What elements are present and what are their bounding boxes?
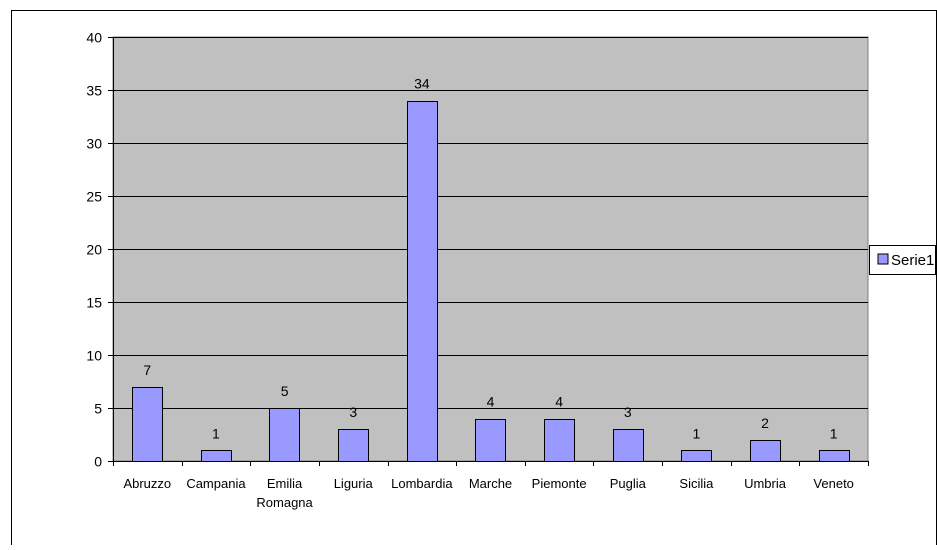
data-label: 5 <box>281 383 289 399</box>
x-tick-label: Puglia <box>610 476 647 491</box>
y-tick-label: 30 <box>86 136 102 152</box>
bar <box>750 440 781 462</box>
x-tick-label: Abruzzo <box>123 476 171 491</box>
data-label: 1 <box>212 425 220 441</box>
y-tick-label: 35 <box>86 83 102 99</box>
y-tick-label: 15 <box>86 295 102 311</box>
y-tick-label: 10 <box>86 348 102 364</box>
y-tick-label: 25 <box>86 189 102 205</box>
bar <box>819 450 850 462</box>
y-tick-label: 40 <box>86 30 102 46</box>
bar <box>475 419 506 462</box>
x-tick-label: Emilia <box>267 476 303 491</box>
bar <box>132 387 163 462</box>
data-labels: 7 1 5 3 34 4 4 3 1 2 1 <box>143 76 837 442</box>
bar <box>681 450 712 462</box>
bar <box>407 101 438 462</box>
data-label: 34 <box>414 76 430 92</box>
x-tick-label: Piemonte <box>532 476 587 491</box>
bars <box>132 101 850 462</box>
y-tick-label: 0 <box>94 454 102 470</box>
x-tick-label: Sicilia <box>679 476 714 491</box>
gridlines <box>113 37 868 409</box>
legend-label: Serie1 <box>891 252 934 269</box>
data-label: 4 <box>555 394 563 410</box>
x-tick-label: Lombardia <box>391 476 453 491</box>
bar <box>201 450 232 462</box>
data-label: 1 <box>830 425 838 441</box>
bar <box>613 429 644 462</box>
data-label: 2 <box>761 415 769 431</box>
x-tick-label: Veneto <box>813 476 854 491</box>
x-tick-label: Liguria <box>334 476 374 491</box>
y-tick-label: 5 <box>94 401 102 417</box>
x-tick-label: Campania <box>186 476 246 491</box>
x-tick-label: Marche <box>469 476 512 491</box>
bar <box>338 429 369 462</box>
y-tick-label: 20 <box>86 242 102 258</box>
data-label: 4 <box>487 394 495 410</box>
x-tick-label: Romagna <box>256 495 313 510</box>
data-label: 3 <box>624 404 632 420</box>
bar <box>544 419 575 462</box>
bar <box>269 408 300 462</box>
x-tick-label: Umbria <box>744 476 787 491</box>
data-label: 1 <box>693 425 701 441</box>
data-label: 7 <box>143 362 151 378</box>
legend-swatch <box>877 253 889 265</box>
legend: Serie1 <box>869 245 936 275</box>
data-label: 3 <box>349 404 357 420</box>
